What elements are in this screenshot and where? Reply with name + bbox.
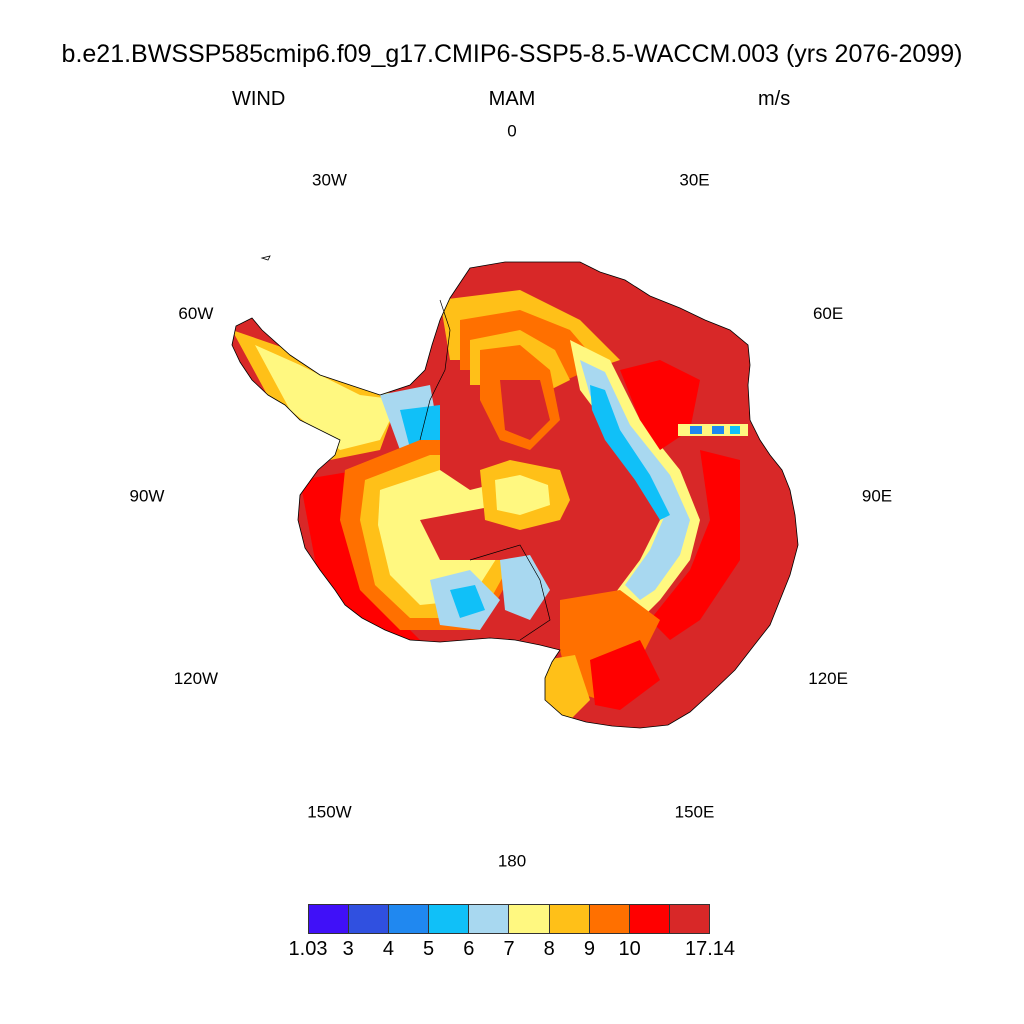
longitude-label: 90E xyxy=(862,486,892,505)
colorbar-tick-label: 9 xyxy=(583,938,595,960)
colorbar-tick-label: 1.03 xyxy=(288,938,328,960)
colorbar-tick-label: 3 xyxy=(342,938,354,960)
island-outline xyxy=(260,255,271,261)
season-label: MAM xyxy=(488,88,536,110)
colorbar-tick-label: 7 xyxy=(503,938,515,960)
amery-strip xyxy=(678,424,748,436)
longitude-label: 150W xyxy=(307,803,351,822)
longitude-labels: 0 30E 60E 90E 120E 150E 180 150W 120W 90W 60W 30W xyxy=(130,121,893,870)
colorbar-swatch xyxy=(549,905,590,933)
colorbar-swatch xyxy=(389,905,430,933)
units-label: m/s xyxy=(758,88,791,110)
longitude-label: 180 xyxy=(498,851,526,870)
colorbar-swatch xyxy=(469,905,510,933)
colorbar-swatch xyxy=(509,905,550,933)
colorbar-tick-label: 17.14 xyxy=(684,938,736,960)
colorbar-tick-label: 10 xyxy=(618,938,641,960)
variable-label: WIND xyxy=(232,88,286,110)
colorbar-swatch xyxy=(589,905,630,933)
colorbar-swatch xyxy=(429,905,470,933)
colorbar-swatch xyxy=(309,905,350,933)
colorbar-tick-label: 4 xyxy=(382,938,394,960)
longitude-label: 0 xyxy=(507,121,516,140)
longitude-label: 60W xyxy=(178,304,213,323)
longitude-label: 90W xyxy=(130,486,165,505)
longitude-label: 150E xyxy=(675,803,715,822)
longitude-label: 60E xyxy=(813,304,843,323)
longitude-label: 120E xyxy=(808,669,848,688)
longitude-label: 30E xyxy=(679,170,709,189)
longitude-label: 120W xyxy=(174,669,218,688)
colorbar-tick-label: 5 xyxy=(423,938,435,960)
colorbar-tick-label: 6 xyxy=(463,938,475,960)
colorbar-swatch xyxy=(629,905,670,933)
figure-title: b.e21.BWSSP585cmip6.f09_g17.CMIP6-SSP5-8… xyxy=(61,40,963,68)
colorbar-swatch xyxy=(349,905,390,933)
colorbar-swatch xyxy=(669,905,709,933)
colorbar xyxy=(308,904,710,934)
wind-field xyxy=(232,262,798,728)
colorbar-tick-label: 8 xyxy=(543,938,555,960)
longitude-label: 30W xyxy=(312,170,347,189)
